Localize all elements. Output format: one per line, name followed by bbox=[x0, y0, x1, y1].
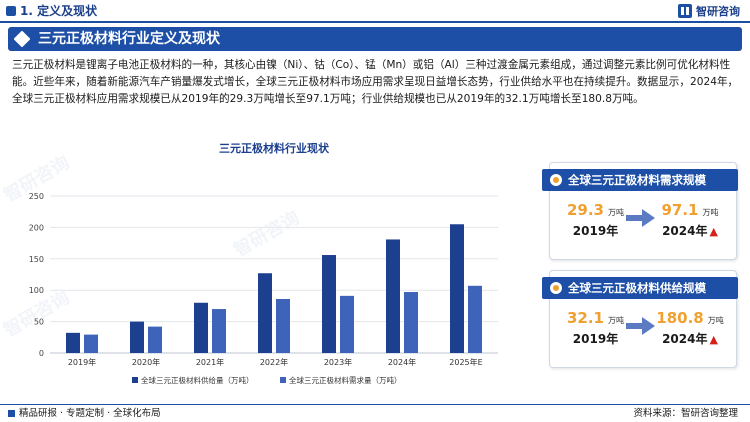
section-label: 1. 定义及现状 bbox=[20, 4, 98, 18]
x-tick-label: 2024年 bbox=[388, 357, 416, 367]
x-tick-label: 2020年 bbox=[132, 357, 160, 367]
demand-from: 29.3 万吨 2019年 bbox=[558, 200, 633, 239]
top-header: 1. 定义及现状 智研咨询 bbox=[0, 0, 750, 23]
x-tick-label: 2019年 bbox=[68, 357, 96, 367]
footer-source: 资料来源：智研咨询整理 bbox=[633, 408, 738, 419]
bar-demand bbox=[84, 334, 98, 353]
bar-supply bbox=[130, 321, 144, 353]
chart-title: 三元正极材料行业现状 bbox=[219, 141, 330, 155]
x-tick-label: 2023年 bbox=[324, 357, 352, 367]
supply-to-year-label: 2024年 bbox=[662, 332, 708, 346]
y-tick-label: 250 bbox=[29, 192, 44, 201]
demand-to-unit: 万吨 bbox=[702, 208, 719, 217]
demand-to: 97.1 万吨 2024年 ▲ bbox=[650, 200, 730, 239]
bar-demand bbox=[340, 295, 354, 353]
legend-swatch bbox=[132, 377, 138, 383]
supply-card-header: 全球三元正极材料供给规模 bbox=[542, 277, 738, 299]
x-tick-label: 2025年E bbox=[449, 357, 482, 367]
supply-card-title: 全球三元正极材料供给规模 bbox=[568, 281, 706, 295]
brand-label: 智研咨询 bbox=[696, 5, 740, 18]
y-tick-label: 100 bbox=[29, 286, 44, 295]
supply-from-value: 32.1 bbox=[566, 309, 604, 327]
y-tick-label: 0 bbox=[39, 349, 44, 358]
up-arrow-icon: ▲ bbox=[709, 225, 718, 238]
right-arrow-icon bbox=[626, 209, 655, 227]
page-title: 三元正极材料行业定义及现状 bbox=[38, 31, 220, 47]
intro-paragraph: 三元正极材料是锂离子电池正极材料的一种，其核心由镍（Ni）、钴（Co）、锰（Mn… bbox=[12, 59, 739, 105]
demand-to-year: 2024年 ▲ bbox=[650, 222, 730, 239]
footer: 精品研报 · 专题定制 · 全球化布局 资料来源：智研咨询整理 bbox=[0, 404, 750, 422]
supply-to-value: 180.8 bbox=[656, 309, 704, 327]
bar-supply bbox=[322, 255, 336, 353]
bar-demand bbox=[468, 285, 482, 353]
y-tick-label: 200 bbox=[29, 223, 44, 232]
supply-to: 180.8 万吨 2024年 ▲ bbox=[650, 308, 730, 347]
supply-from-unit: 万吨 bbox=[608, 316, 624, 325]
bar-supply bbox=[258, 273, 272, 353]
header-divider bbox=[0, 21, 750, 23]
footer-tagline: 精品研报 · 专题定制 · 全球化布局 bbox=[19, 408, 161, 419]
legend-swatch bbox=[280, 377, 286, 383]
bar-supply bbox=[386, 239, 400, 353]
bullet-icon bbox=[550, 282, 562, 294]
bar-demand bbox=[276, 298, 290, 353]
footer-square-icon bbox=[8, 410, 15, 417]
y-tick-label: 50 bbox=[34, 318, 44, 327]
title-diamond-icon bbox=[13, 30, 31, 48]
bar-supply bbox=[194, 302, 208, 353]
chart-svg: 三元正极材料行业现状 0 50 100 150 200 250 2019年 2020年 2021年… bbox=[29, 141, 498, 385]
brand-logo: 智研咨询 bbox=[678, 3, 740, 19]
demand-to-year-label: 2024年 bbox=[662, 224, 708, 238]
section-icon bbox=[6, 6, 16, 16]
bar-demand bbox=[404, 292, 418, 353]
supply-from: 32.1 万吨 2019年 bbox=[558, 308, 633, 347]
legend-label: 全球三元正极材料供给量（万吨） bbox=[141, 375, 254, 385]
demand-from-year: 2019年 bbox=[572, 224, 619, 238]
up-arrow-icon: ▲ bbox=[709, 333, 718, 346]
bar-demand bbox=[212, 309, 226, 353]
demand-card-header: 全球三元正极材料需求规模 bbox=[542, 169, 738, 191]
bar-demand bbox=[148, 326, 162, 353]
x-tick-label: 2022年 bbox=[260, 357, 288, 367]
title-bar: 三元正极材料行业定义及现状 bbox=[8, 27, 742, 51]
supply-from-year: 2019年 bbox=[572, 332, 619, 346]
demand-to-value: 97.1 bbox=[661, 201, 699, 219]
legend-label: 全球三元正极材料需求量（万吨） bbox=[289, 375, 402, 385]
demand-from-unit: 万吨 bbox=[608, 208, 624, 217]
y-tick-label: 150 bbox=[29, 255, 44, 264]
brand-icon bbox=[678, 4, 692, 18]
right-arrow-icon bbox=[626, 317, 655, 335]
bar-chart: 三元正极材料行业现状 0 50 100 150 200 250 2019年 2020年 2021年… bbox=[8, 138, 508, 396]
supply-to-year: 2024年 ▲ bbox=[650, 330, 730, 347]
supply-card: 全球三元正极材料供给规模 32.1 万吨 2019年 180.8 万吨 2024年 ▲ bbox=[542, 270, 738, 368]
demand-card-title: 全球三元正极材料需求规模 bbox=[568, 173, 706, 187]
demand-card: 全球三元正极材料需求规模 29.3 万吨 2019年 97.1 万吨 2024年 ▲ bbox=[542, 162, 738, 260]
bar-supply bbox=[66, 332, 80, 353]
demand-from-value: 29.3 bbox=[566, 201, 604, 219]
bullet-icon bbox=[550, 174, 562, 186]
supply-to-unit: 万吨 bbox=[707, 316, 724, 325]
x-tick-label: 2021年 bbox=[196, 357, 224, 367]
bar-supply bbox=[450, 224, 464, 353]
